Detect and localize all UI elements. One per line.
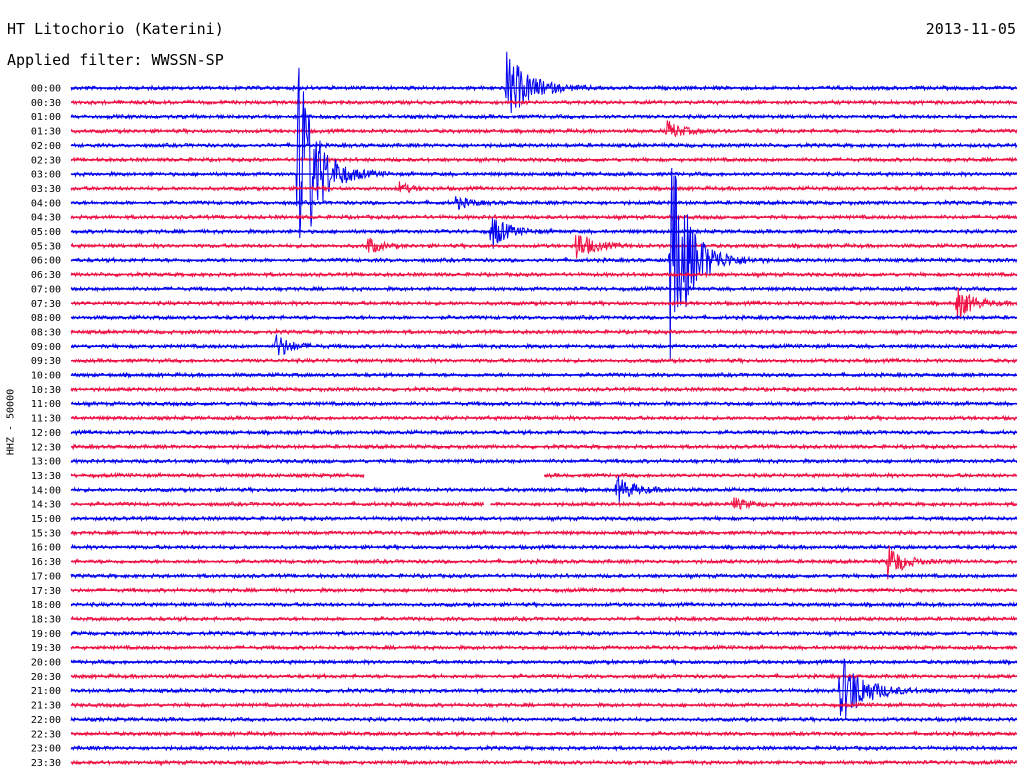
trace-label: 21:30 bbox=[31, 701, 61, 712]
seismic-trace bbox=[70, 658, 1017, 719]
trace-label: 15:00 bbox=[31, 514, 61, 525]
trace-label: 05:00 bbox=[31, 227, 61, 238]
trace-label: 00:30 bbox=[31, 98, 61, 109]
trace-label: 11:30 bbox=[31, 414, 61, 425]
seismic-trace bbox=[70, 744, 1018, 752]
trace-label: 13:00 bbox=[31, 457, 61, 468]
seismic-trace bbox=[70, 234, 1018, 259]
trace-label: 06:30 bbox=[31, 270, 61, 281]
filter-label: Applied filter: WWSSN-SP bbox=[7, 51, 224, 69]
trace-label: 08:30 bbox=[31, 327, 61, 338]
date-label: 2013-11-05 bbox=[925, 20, 1016, 38]
trace-label: 03:00 bbox=[31, 170, 61, 181]
data-gap bbox=[484, 501, 491, 508]
trace-label: 05:30 bbox=[31, 241, 61, 252]
trace-label: 14:30 bbox=[31, 500, 61, 511]
trace-label: 10:30 bbox=[31, 385, 61, 396]
trace-label: 08:00 bbox=[31, 313, 61, 324]
trace-label: 19:30 bbox=[31, 643, 61, 654]
trace-label: 09:30 bbox=[31, 356, 61, 367]
seismic-trace bbox=[70, 497, 1018, 511]
trace-label: 06:00 bbox=[31, 256, 61, 267]
trace-label: 00:00 bbox=[31, 84, 61, 95]
trace-label: 18:00 bbox=[31, 600, 61, 611]
trace-label: 18:30 bbox=[31, 614, 61, 625]
trace-label: 17:30 bbox=[31, 586, 61, 597]
trace-label: 16:30 bbox=[31, 557, 61, 568]
trace-label: 02:00 bbox=[31, 141, 61, 152]
trace-label: 20:30 bbox=[31, 672, 61, 683]
trace-label: 22:30 bbox=[31, 729, 61, 740]
seismic-trace bbox=[70, 334, 1018, 356]
trace-label: 16:00 bbox=[31, 543, 61, 554]
trace-label: 21:00 bbox=[31, 686, 61, 697]
trace-label: 13:30 bbox=[31, 471, 61, 482]
trace-label: 07:00 bbox=[31, 284, 61, 295]
trace-label: 11:00 bbox=[31, 399, 61, 410]
trace-label: 01:30 bbox=[31, 127, 61, 138]
trace-label: 14:00 bbox=[31, 485, 61, 496]
trace-label: 02:30 bbox=[31, 155, 61, 166]
trace-label: 07:30 bbox=[31, 299, 61, 310]
seismic-trace bbox=[70, 120, 1018, 138]
trace-label: 12:30 bbox=[31, 442, 61, 453]
trace-label: 01:00 bbox=[31, 112, 61, 123]
trace-label: 03:30 bbox=[31, 184, 61, 195]
station-title: HT Litochorio (Katerini) bbox=[7, 20, 224, 38]
trace-label: 04:00 bbox=[31, 198, 61, 209]
trace-label: 19:00 bbox=[31, 629, 61, 640]
trace-label: 09:00 bbox=[31, 342, 61, 353]
trace-label: 04:30 bbox=[31, 213, 61, 224]
trace-label: 10:00 bbox=[31, 371, 61, 382]
seismic-trace bbox=[70, 181, 1018, 194]
trace-label: 17:00 bbox=[31, 571, 61, 582]
trace-label: 12:00 bbox=[31, 428, 61, 439]
seismic-trace bbox=[70, 51, 1017, 113]
trace-label: 23:00 bbox=[31, 744, 61, 755]
trace-label: 23:30 bbox=[31, 758, 61, 769]
trace-label: 15:30 bbox=[31, 528, 61, 539]
data-gap bbox=[364, 472, 544, 479]
trace-label: 20:00 bbox=[31, 658, 61, 669]
trace-label: 22:00 bbox=[31, 715, 61, 726]
